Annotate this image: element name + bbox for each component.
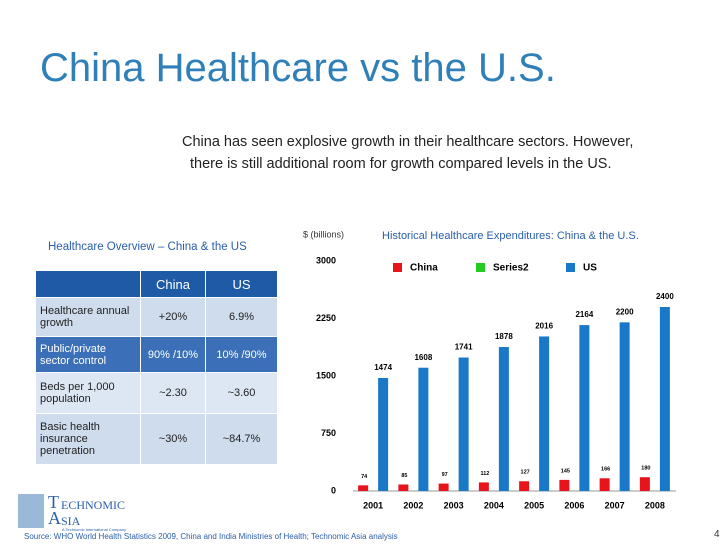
table-row: Public/private sector control 90% /10% 10%… [35, 336, 278, 373]
value-label: 127 [521, 470, 530, 476]
value-label: 2016 [535, 322, 553, 331]
table-row: Basic health insurance penetration ~30% ~8… [35, 413, 278, 465]
value-label: 1608 [414, 353, 432, 362]
table-header: China US [35, 270, 278, 298]
value-label: 2200 [616, 307, 634, 316]
x-tick-label: 2008 [645, 500, 665, 510]
row-label: Healthcare annual growth [35, 297, 141, 337]
y-tick-label: 1500 [316, 370, 336, 380]
value-label: 97 [442, 472, 448, 478]
chart-title: Historical Healthcare Expenditures: Chin… [382, 230, 639, 242]
table-row: Healthcare annual growth +20% 6.9% [35, 297, 278, 337]
bar [478, 482, 489, 491]
x-tick-label: 2006 [564, 500, 584, 510]
row-label: Basic health insurance penetration [35, 413, 141, 465]
value-label: 1878 [495, 332, 513, 341]
slide-title: China Healthcare vs the U.S. [40, 46, 556, 90]
bar [418, 367, 429, 491]
bar [659, 307, 670, 491]
value-label: 85 [401, 473, 407, 479]
bar [579, 325, 590, 491]
bar [398, 484, 409, 491]
cell: 6.9% [205, 297, 278, 337]
cell: ~30% [140, 413, 206, 465]
bar [559, 479, 570, 491]
value-label: 1474 [374, 363, 392, 372]
value-label: 166 [601, 467, 610, 473]
x-tick-label: 2002 [403, 500, 423, 510]
bar [438, 483, 449, 491]
table-row: Beds per 1,000 population ~2.30 ~3.60 [35, 372, 278, 414]
logo-mark [18, 494, 44, 528]
y-axis-label: $ (billions) [303, 229, 344, 239]
value-label: 1741 [455, 343, 473, 352]
value-label: 145 [561, 468, 570, 474]
bar [619, 322, 630, 491]
bar [358, 485, 369, 491]
row-label: Public/private sector control [35, 336, 141, 373]
y-tick-label: 0 [331, 485, 336, 495]
logo-tagline: A Technomic International Company [62, 527, 126, 532]
logo-word: SIA [61, 514, 81, 528]
subtitle-line: there is still additional room for growt… [190, 156, 612, 172]
bar [539, 336, 550, 491]
legend-swatch [476, 263, 485, 272]
x-tick-label: 2001 [363, 500, 383, 510]
cell: ~2.30 [140, 372, 206, 414]
value-label: 2164 [575, 310, 593, 319]
source: Source: WHO World Health Statistics 2009… [24, 532, 398, 541]
logo-initial: T [48, 492, 59, 512]
logo-initial: A [48, 508, 61, 528]
value-label: 180 [641, 466, 650, 472]
logo: T ECHNOMIC A SIA A Technomic Internation… [18, 492, 126, 532]
y-tick-label: 2250 [316, 313, 336, 323]
header-cell: US [205, 270, 278, 298]
cell: ~3.60 [205, 372, 278, 414]
cell: 90% /10% [140, 336, 206, 373]
cell: ~84.7% [205, 413, 278, 465]
header-cell: China [140, 270, 206, 298]
value-label: 74 [361, 474, 368, 480]
legend-label: US [583, 263, 597, 274]
bar [639, 477, 650, 491]
header-cell [35, 270, 141, 298]
legend-label: China [410, 263, 438, 274]
y-tick-label: 3000 [316, 255, 336, 265]
bar [458, 357, 469, 491]
x-tick-label: 2003 [444, 500, 464, 510]
table-caption: Healthcare Overview – China & the US [48, 241, 247, 253]
bar [599, 478, 610, 491]
value-label: 2400 [656, 292, 674, 301]
y-tick-label: 750 [321, 428, 336, 438]
bar [378, 377, 389, 491]
value-label: 112 [480, 471, 489, 477]
subtitle-line: China has seen explosive growth in their… [182, 134, 634, 150]
table: China US Healthcare annual growth +20% 6.9… [35, 270, 278, 465]
logo-word: ECHNOMIC [61, 498, 125, 512]
cell: 10% /90% [205, 336, 278, 373]
cell: +20% [140, 297, 206, 337]
x-tick-label: 2005 [524, 500, 544, 510]
row-label: Beds per 1,000 population [35, 372, 141, 414]
legend-label: Series2 [493, 263, 529, 274]
x-tick-label: 2004 [484, 500, 504, 510]
page-number: 4 [714, 529, 720, 540]
bar [519, 481, 530, 491]
x-tick-label: 2007 [605, 500, 625, 510]
bar [498, 347, 509, 491]
legend-swatch [393, 263, 402, 272]
legend-swatch [566, 263, 575, 272]
